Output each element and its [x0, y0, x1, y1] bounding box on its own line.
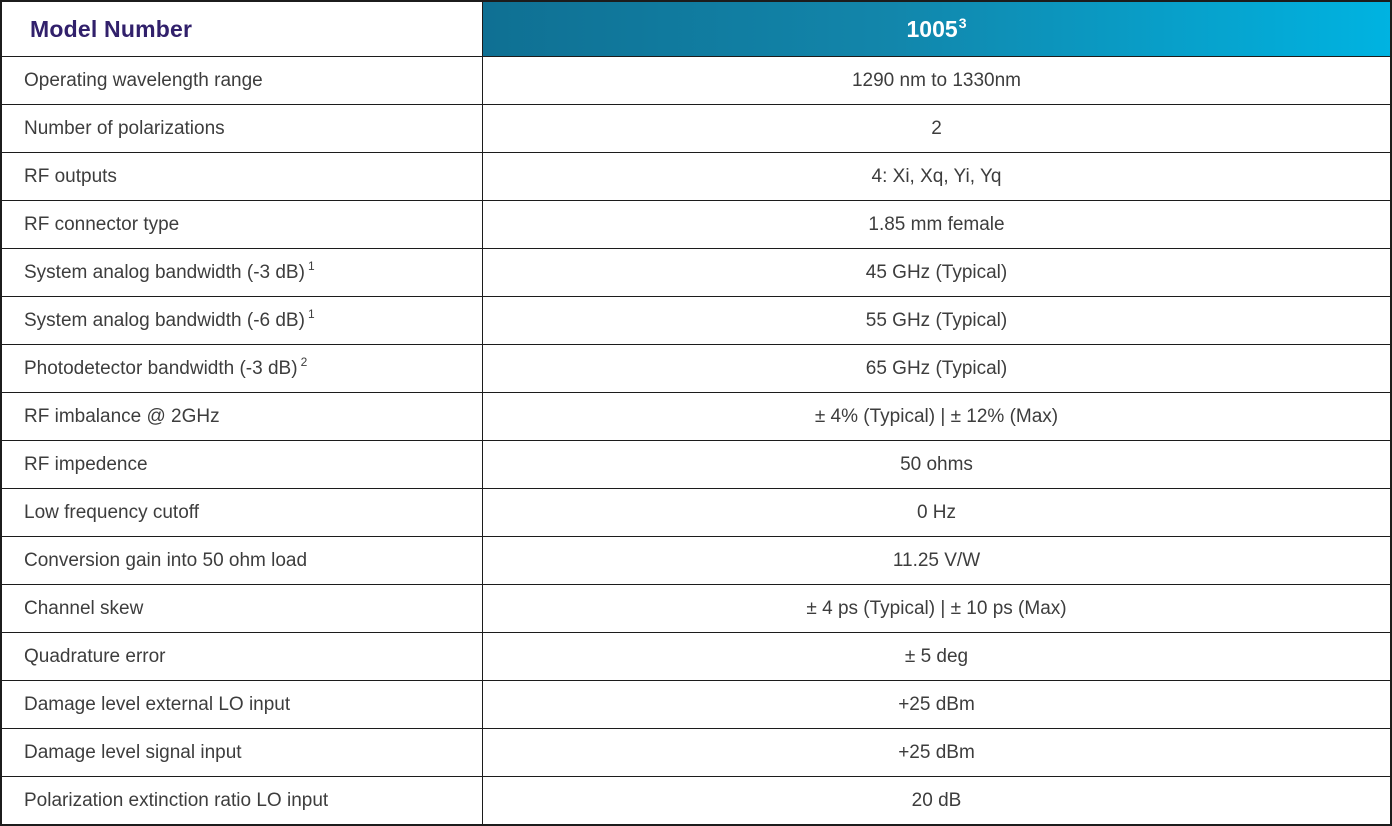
table-row: Low frequency cutoff 0 Hz	[2, 488, 1390, 536]
table-row: Damage level external LO input +25 dBm	[2, 680, 1390, 728]
table-row: Number of polarizations 2	[2, 104, 1390, 152]
spec-value: ± 4 ps (Typical) | ± 10 ps (Max)	[806, 597, 1067, 619]
spec-label: Operating wavelength range	[24, 69, 263, 91]
spec-label-cell: Operating wavelength range	[2, 57, 483, 104]
spec-value: +25 dBm	[898, 693, 975, 715]
spec-value-cell: 45 GHz (Typical)	[483, 249, 1390, 296]
model-number-value: 10053	[906, 14, 967, 42]
spec-value: +25 dBm	[898, 741, 975, 763]
footnote-superscript: 1	[307, 259, 315, 274]
spec-value: 50 ohms	[900, 453, 973, 475]
spec-value-cell: 1.85 mm female	[483, 201, 1390, 248]
table-row: Operating wavelength range 1290 nm to 133…	[2, 56, 1390, 104]
spec-label: Channel skew	[24, 597, 144, 619]
spec-label: RF outputs	[24, 165, 117, 187]
spec-value: 11.25 V/W	[892, 549, 981, 571]
spec-label-cell: Damage level signal input	[2, 729, 483, 776]
spec-value: 1.85 mm female	[868, 213, 1005, 235]
table-row: Photodetector bandwidth (-3 dB) 2 65 GHz (…	[2, 344, 1390, 392]
spec-label-cell: System analog bandwidth (-6 dB) 1	[2, 297, 483, 344]
spec-value-cell: 0 Hz	[483, 489, 1390, 536]
footnote-superscript: 2	[300, 355, 308, 370]
table-row: RF imbalance @ 2GHz ± 4% (Typical) | ± 12…	[2, 392, 1390, 440]
spec-value-cell: ± 5 deg	[483, 633, 1390, 680]
spec-label: Damage level signal input	[24, 741, 242, 763]
spec-label-cell: Number of polarizations	[2, 105, 483, 152]
spec-value-cell: 20 dB	[483, 777, 1390, 824]
spec-value: ± 4% (Typical) | ± 12% (Max)	[814, 405, 1059, 427]
spec-label: RF connector type	[24, 213, 180, 235]
spec-label-cell: Quadrature error	[2, 633, 483, 680]
spec-value-cell: ± 4% (Typical) | ± 12% (Max)	[483, 393, 1390, 440]
spec-value-cell: 50 ohms	[483, 441, 1390, 488]
table-row: Quadrature error ± 5 deg	[2, 632, 1390, 680]
spec-value: 20 dB	[911, 789, 962, 811]
spec-label: Quadrature error	[24, 645, 166, 667]
spec-value: 65 GHz (Typical)	[865, 357, 1008, 379]
spec-label: Low frequency cutoff	[24, 501, 199, 523]
table-header-row: Model Number 10053	[2, 2, 1390, 56]
footnote-superscript: 1	[307, 307, 315, 322]
spec-value: 4: Xi, Xq, Yi, Yq	[871, 165, 1002, 187]
table-row: Damage level signal input +25 dBm	[2, 728, 1390, 776]
table-row: Channel skew ± 4 ps (Typical) | ± 10 ps (…	[2, 584, 1390, 632]
spec-value-cell: 1290 nm to 1330nm	[483, 57, 1390, 104]
spec-label-cell: Low frequency cutoff	[2, 489, 483, 536]
model-number-header-cell: Model Number	[2, 2, 483, 56]
spec-label: Damage level external LO input	[24, 693, 291, 715]
table-row: Conversion gain into 50 ohm load 11.25 V/…	[2, 536, 1390, 584]
spec-label-cell: Channel skew	[2, 585, 483, 632]
model-footnote-superscript: 3	[958, 14, 967, 31]
table-row: RF outputs 4: Xi, Xq, Yi, Yq	[2, 152, 1390, 200]
spec-label: RF impedence	[24, 453, 148, 475]
model-number-header-label: Model Number	[30, 15, 193, 42]
spec-label-cell: Damage level external LO input	[2, 681, 483, 728]
spec-value-cell: 55 GHz (Typical)	[483, 297, 1390, 344]
model-number-value-cell: 10053	[483, 2, 1390, 56]
spec-value-cell: ± 4 ps (Typical) | ± 10 ps (Max)	[483, 585, 1390, 632]
spec-label-cell: RF imbalance @ 2GHz	[2, 393, 483, 440]
spec-label-cell: Polarization extinction ratio LO input	[2, 777, 483, 824]
spec-label-cell: RF impedence	[2, 441, 483, 488]
spec-label: Number of polarizations	[24, 117, 225, 139]
spec-label: System analog bandwidth (-3 dB) 1	[24, 259, 315, 283]
spec-label-cell: Photodetector bandwidth (-3 dB) 2	[2, 345, 483, 392]
spec-label-cell: System analog bandwidth (-3 dB) 1	[2, 249, 483, 296]
table-row: Polarization extinction ratio LO input 20…	[2, 776, 1390, 824]
spec-value-cell: 65 GHz (Typical)	[483, 345, 1390, 392]
spec-label-cell: RF connector type	[2, 201, 483, 248]
spec-label: Photodetector bandwidth (-3 dB) 2	[24, 355, 308, 379]
spec-value-cell: 11.25 V/W	[483, 537, 1390, 584]
spec-label: Conversion gain into 50 ohm load	[24, 549, 308, 571]
spec-value: 45 GHz (Typical)	[865, 261, 1008, 283]
spec-label-cell: RF outputs	[2, 153, 483, 200]
spec-value: 55 GHz (Typical)	[865, 309, 1008, 331]
spec-value: 0 Hz	[916, 501, 957, 523]
spec-value: 2	[931, 117, 942, 139]
table-row: System analog bandwidth (-6 dB) 1 55 GHz (…	[2, 296, 1390, 344]
spec-label: RF imbalance @ 2GHz	[24, 405, 220, 427]
spec-label: System analog bandwidth (-6 dB) 1	[24, 307, 315, 331]
spec-value-cell: 2	[483, 105, 1390, 152]
spec-label-cell: Conversion gain into 50 ohm load	[2, 537, 483, 584]
spec-label: Polarization extinction ratio LO input	[24, 789, 329, 811]
spec-value: 1290 nm to 1330nm	[851, 69, 1021, 91]
table-row: RF impedence 50 ohms	[2, 440, 1390, 488]
spec-value: ± 5 deg	[904, 645, 969, 667]
table-row: RF connector type 1.85 mm female	[2, 200, 1390, 248]
spec-value-cell: 4: Xi, Xq, Yi, Yq	[483, 153, 1390, 200]
spec-value-cell: +25 dBm	[483, 729, 1390, 776]
spec-value-cell: +25 dBm	[483, 681, 1390, 728]
table-row: System analog bandwidth (-3 dB) 1 45 GHz (…	[2, 248, 1390, 296]
